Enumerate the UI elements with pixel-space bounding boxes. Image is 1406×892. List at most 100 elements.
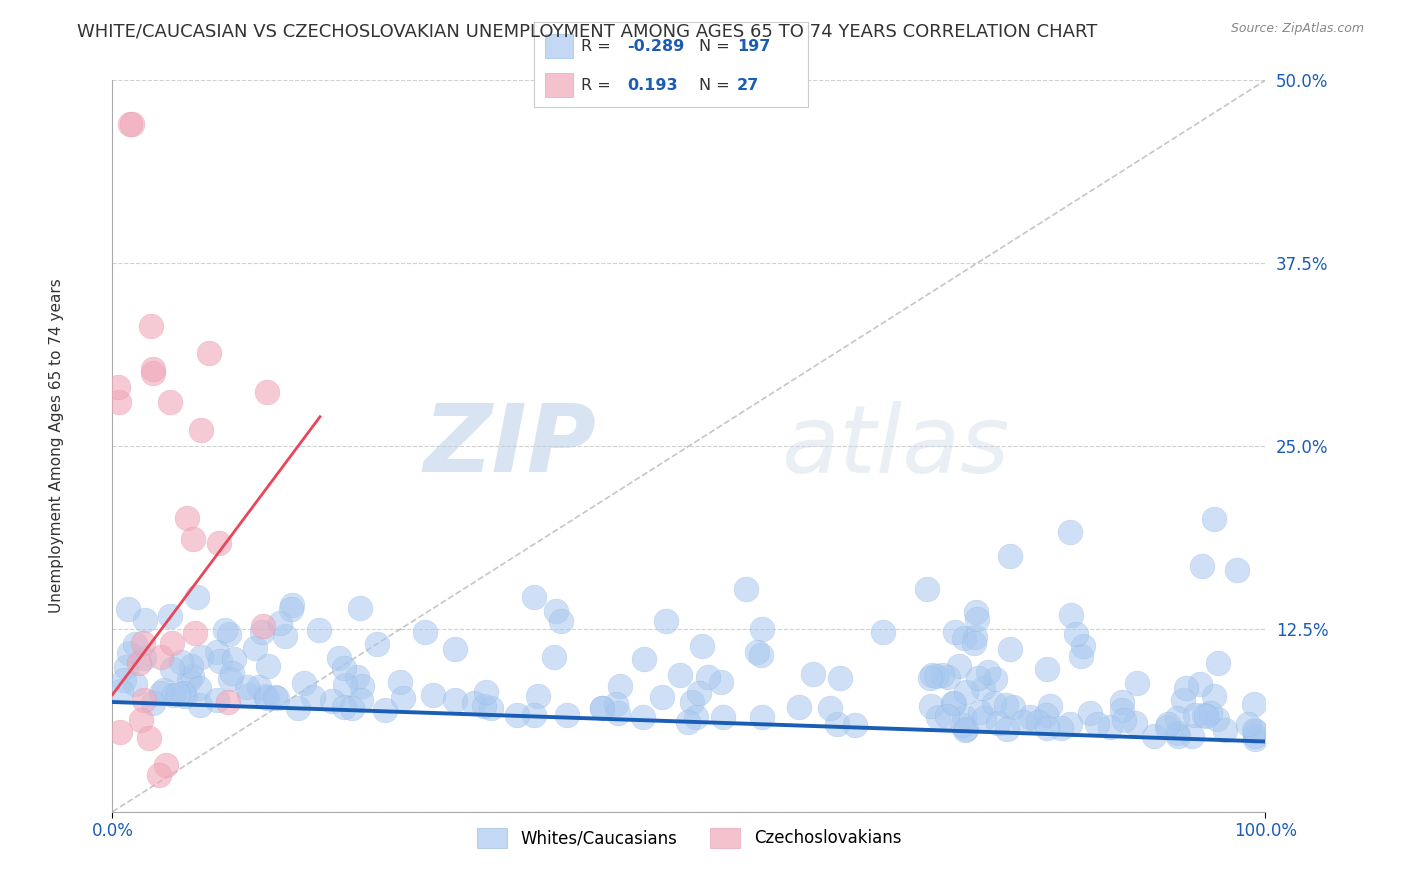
Point: [1035, 708, 1057, 723]
Point: [557, 708, 579, 723]
Point: [745, 645, 768, 659]
Text: 197: 197: [737, 38, 770, 54]
Point: [995, 722, 1018, 736]
Point: [160, 636, 183, 650]
Point: [543, 650, 565, 665]
Point: [950, 717, 973, 731]
Point: [920, 672, 942, 686]
Point: [1244, 731, 1267, 746]
Point: [983, 697, 1005, 711]
Point: [983, 672, 1005, 686]
Point: [349, 600, 371, 615]
Point: [696, 670, 718, 684]
Point: [685, 709, 707, 723]
Point: [218, 627, 240, 641]
Point: [108, 394, 131, 409]
Point: [269, 616, 291, 631]
Point: [302, 690, 325, 705]
Point: [550, 614, 572, 628]
Point: [150, 650, 173, 665]
Point: [966, 671, 988, 685]
Point: [751, 710, 773, 724]
Point: [148, 768, 170, 782]
Point: [155, 758, 177, 772]
Point: [1189, 677, 1212, 691]
Point: [187, 681, 209, 696]
Point: [374, 703, 396, 717]
Text: atlas: atlas: [782, 401, 1010, 491]
Text: R =: R =: [581, 78, 621, 93]
Point: [1039, 698, 1062, 713]
Point: [801, 666, 824, 681]
Point: [208, 536, 231, 550]
Point: [280, 602, 302, 616]
Point: [1071, 639, 1094, 653]
Point: [921, 667, 943, 681]
Point: [825, 716, 848, 731]
Point: [235, 680, 257, 694]
Point: [942, 696, 965, 710]
Point: [1064, 627, 1087, 641]
Point: [987, 716, 1010, 731]
Point: [1198, 706, 1220, 721]
Point: [1243, 724, 1265, 739]
Point: [1070, 649, 1092, 664]
Point: [281, 598, 304, 612]
Point: [920, 699, 942, 714]
Point: [108, 724, 131, 739]
Point: [1191, 559, 1213, 574]
Text: 0.193: 0.193: [627, 78, 678, 93]
Point: [142, 361, 165, 376]
Text: R =: R =: [581, 38, 616, 54]
Point: [943, 625, 966, 640]
Point: [124, 676, 146, 690]
Point: [1166, 710, 1188, 724]
Point: [118, 646, 141, 660]
Point: [1166, 725, 1188, 739]
Point: [1060, 607, 1083, 622]
Point: [1202, 689, 1225, 703]
Point: [609, 679, 631, 693]
Point: [214, 624, 236, 638]
Point: [172, 686, 194, 700]
Point: [159, 609, 181, 624]
Point: [606, 706, 628, 720]
Point: [205, 645, 228, 659]
Point: [183, 626, 205, 640]
Point: [252, 618, 274, 632]
Point: [350, 693, 373, 707]
Point: [472, 698, 495, 713]
Point: [527, 689, 550, 703]
Point: [463, 697, 485, 711]
Point: [188, 698, 211, 712]
Point: [180, 659, 202, 673]
Point: [953, 631, 976, 645]
Point: [366, 637, 388, 651]
Point: [222, 651, 245, 665]
Point: [1059, 717, 1081, 731]
Text: WHITE/CAUCASIAN VS CZECHOSLOVAKIAN UNEMPLOYMENT AMONG AGES 65 TO 74 YEARS CORREL: WHITE/CAUCASIAN VS CZECHOSLOVAKIAN UNEMP…: [77, 22, 1098, 40]
Point: [332, 661, 354, 675]
Text: 27: 27: [737, 78, 759, 93]
Point: [965, 605, 987, 619]
Point: [925, 669, 948, 683]
Point: [927, 709, 949, 723]
Point: [159, 395, 181, 409]
Point: [292, 675, 315, 690]
Point: [1050, 721, 1073, 735]
Point: [112, 673, 135, 688]
Text: Source: ZipAtlas.com: Source: ZipAtlas.com: [1230, 22, 1364, 36]
Point: [266, 691, 288, 706]
Point: [963, 636, 986, 650]
Point: [844, 718, 866, 732]
Point: [1243, 723, 1265, 738]
Point: [256, 384, 278, 399]
Point: [475, 684, 498, 698]
Point: [1192, 708, 1215, 723]
Point: [1167, 729, 1189, 743]
Point: [134, 613, 156, 627]
Point: [138, 731, 160, 746]
Point: [935, 709, 957, 723]
Point: [1078, 706, 1101, 720]
Point: [141, 319, 163, 334]
